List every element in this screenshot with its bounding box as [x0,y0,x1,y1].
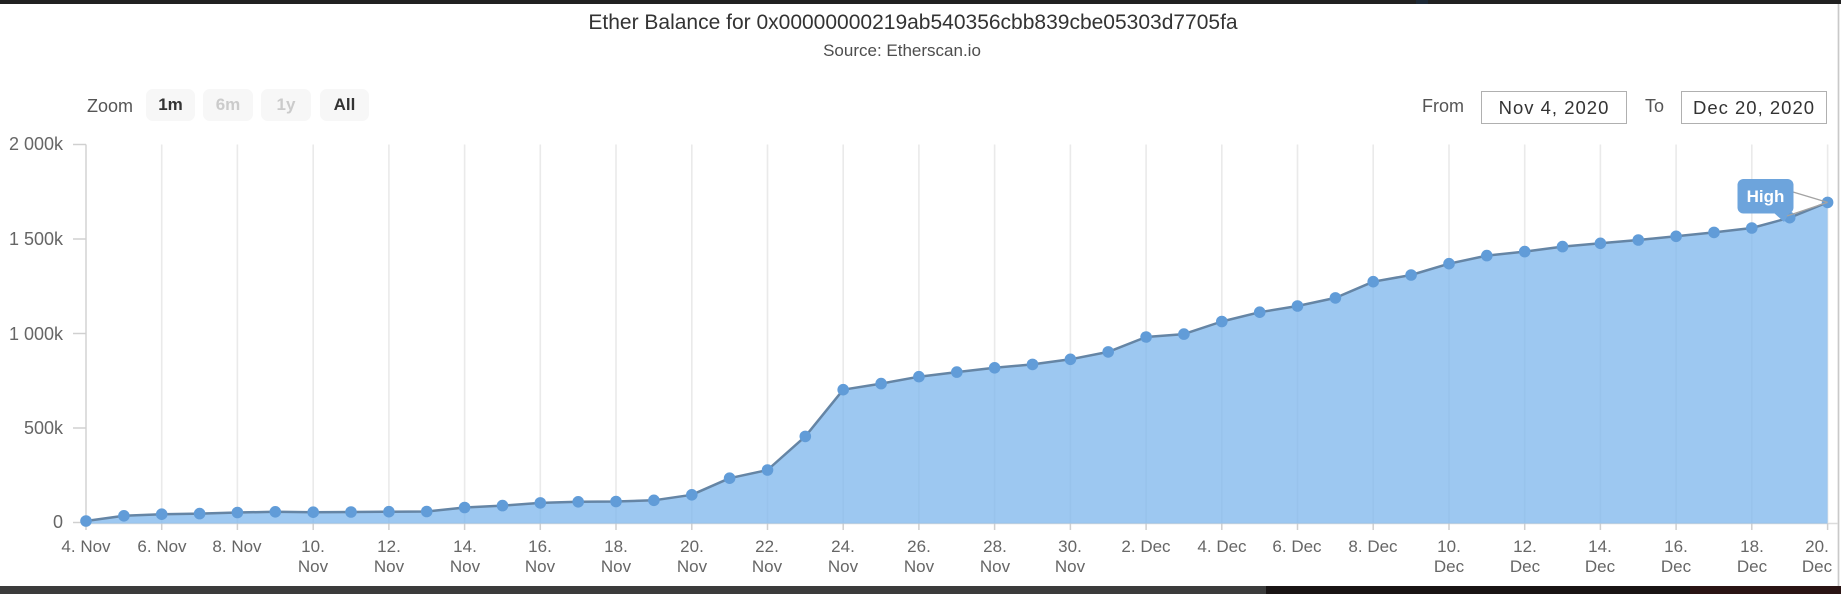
svg-text:High: High [1747,187,1785,206]
